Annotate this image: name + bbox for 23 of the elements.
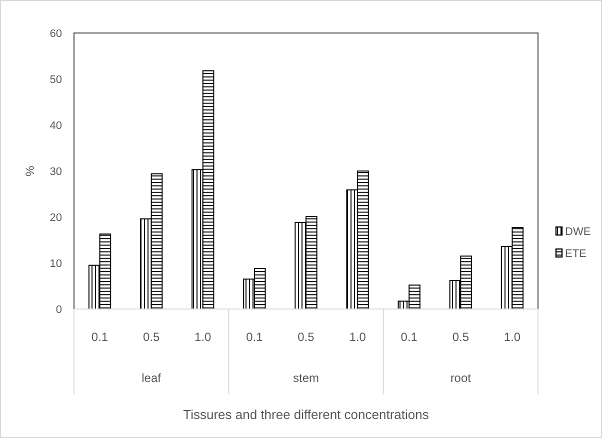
text: leaf [142, 371, 162, 385]
y-tick-label: 30 [50, 166, 62, 178]
x-tick-label: 1.0 [194, 330, 212, 344]
y-tick-label: 0 [56, 304, 62, 316]
text: stem [292, 371, 320, 385]
x-tick-label: 0.1 [400, 330, 418, 344]
y-tick-label: 10 [50, 258, 62, 270]
text: root [450, 371, 472, 385]
x-tick-label: 0.5 [452, 330, 470, 344]
y-axis-title: % [23, 165, 37, 176]
x-tick-label: 0.1 [91, 330, 108, 344]
legend-label: DWE [565, 226, 591, 238]
x-tick-label: 0.5 [298, 330, 315, 344]
x-tick-label: 0.5 [142, 330, 160, 344]
y-tick-label: 50 [50, 74, 62, 86]
legend-label: ETE [565, 248, 586, 260]
x-tick-label: 0.1 [246, 330, 264, 344]
x-tick-label: 1.0 [349, 330, 366, 344]
x-axis-title: Tissures and three different concentrations [183, 407, 430, 422]
y-tick-label: 60 [50, 28, 62, 40]
y-tick-label: 40 [50, 120, 62, 132]
y-tick-label: 20 [50, 212, 62, 224]
x-tick-label: 1.0 [504, 330, 521, 344]
